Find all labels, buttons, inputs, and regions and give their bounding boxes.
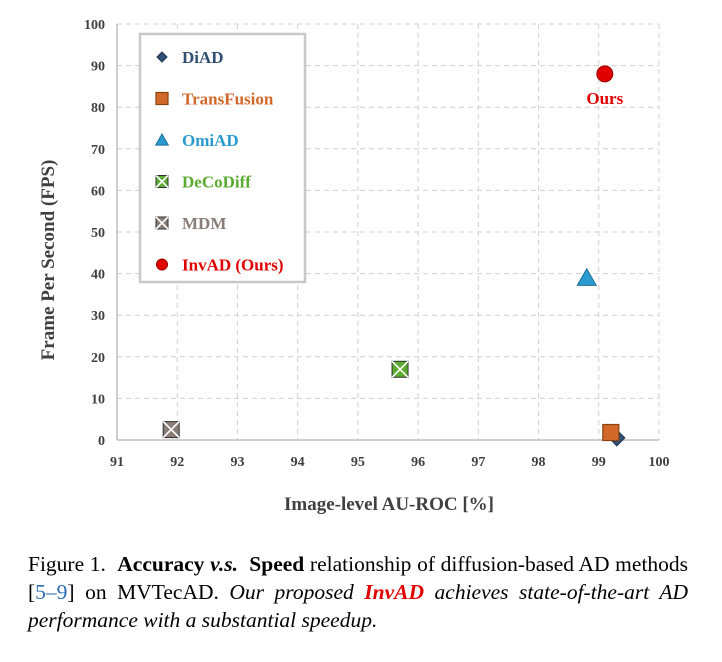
x-axis-title: Image-level AU-ROC [%] bbox=[284, 494, 494, 515]
caption-italic-1: Our proposed bbox=[229, 580, 365, 604]
legend-omiad-marker bbox=[154, 132, 170, 146]
axes bbox=[116, 24, 659, 441]
data-points bbox=[162, 65, 626, 447]
legend: DiAD TransFusion OmiAD DeCoDiff MDM InvAD (Ou… bbox=[138, 32, 307, 284]
point-decodiff-cross-b bbox=[391, 360, 409, 378]
x-tick-label: 100 bbox=[649, 455, 670, 470]
legend-invad-ours-label: InvAD (Ours) bbox=[182, 256, 284, 275]
x-tick-labels: 91 92 93 94 95 96 97 98 99 100 bbox=[110, 455, 670, 470]
legend-transfusion-marker-shape bbox=[155, 91, 169, 106]
legend-diad-label: DiAD bbox=[182, 48, 224, 67]
legend-decodiff-label: DeCoDiff bbox=[182, 173, 251, 192]
legend-omiad-label: OmiAD bbox=[182, 131, 239, 150]
legend-transfusion-label: TransFusion bbox=[182, 90, 274, 109]
y-tick-label: 60 bbox=[91, 184, 105, 199]
legend-invad-ours-marker bbox=[156, 258, 168, 271]
annotations: Ours bbox=[586, 89, 623, 108]
caption-ref-dash: – bbox=[45, 580, 57, 604]
point-mdm bbox=[162, 421, 180, 439]
x-tick-label: 94 bbox=[291, 455, 305, 470]
point-transfusion bbox=[602, 423, 620, 442]
y-tick-labels: 0 10 20 30 40 50 60 70 80 90 100 bbox=[84, 18, 105, 449]
caption-italic-2: achieves state-of-the-art AD performance… bbox=[28, 580, 689, 632]
point-omiad bbox=[576, 267, 598, 286]
x-tick-label: 98 bbox=[532, 455, 546, 470]
y-tick-label: 20 bbox=[91, 351, 105, 366]
legend-diad-marker-shape bbox=[156, 51, 168, 63]
caption-text-2: ] on MVTecAD. bbox=[67, 580, 230, 604]
caption-highlight-invad: InvAD bbox=[364, 580, 425, 604]
point-mdm-cross-b bbox=[162, 421, 180, 439]
y-tick-label: 80 bbox=[91, 101, 105, 116]
y-axis-title: Frame Per Second (FPS) bbox=[38, 160, 59, 361]
legend-mdm-label: MDM bbox=[182, 214, 226, 233]
x-tick-label: 99 bbox=[592, 455, 606, 470]
y-tick-label: 10 bbox=[91, 392, 105, 407]
point-omiad-shape bbox=[576, 267, 598, 286]
x-tick-label: 97 bbox=[471, 455, 485, 470]
annotation-ours: Ours bbox=[586, 89, 623, 108]
legend-omiad-marker-shape bbox=[154, 132, 170, 146]
caption-ref-end[interactable]: 9 bbox=[56, 580, 68, 604]
legend-mdm-marker bbox=[155, 216, 169, 230]
legend-decodiff-marker-cross-b bbox=[155, 174, 169, 189]
x-tick-label: 95 bbox=[351, 455, 365, 470]
legend-transfusion-marker bbox=[155, 91, 169, 106]
legend-invad-ours-marker-shape bbox=[156, 258, 168, 271]
legend-diad-marker bbox=[156, 51, 168, 63]
legend-mdm-marker-cross-b bbox=[155, 216, 169, 230]
y-tick-label: 90 bbox=[91, 60, 105, 75]
point-transfusion-shape bbox=[602, 423, 620, 442]
legend-decodiff-marker bbox=[155, 174, 169, 189]
x-tick-label: 92 bbox=[170, 455, 184, 470]
caption-text-1: relationship of diffusion-based AD metho… bbox=[28, 552, 689, 604]
y-tick-label: 100 bbox=[84, 18, 105, 33]
y-tick-label: 70 bbox=[91, 143, 105, 158]
point-decodiff bbox=[391, 360, 409, 378]
y-tick-label: 0 bbox=[98, 434, 105, 449]
caption-ref-start[interactable]: 5 bbox=[35, 580, 46, 604]
x-tick-label: 91 bbox=[110, 455, 124, 470]
figure-caption: Figure 1. Accuracy v.s. Speed relationsh… bbox=[28, 550, 688, 634]
caption-bold-accuracy: Accuracy bbox=[117, 552, 205, 576]
y-tick-label: 30 bbox=[91, 309, 105, 324]
y-tick-label: 40 bbox=[91, 268, 105, 283]
x-tick-label: 96 bbox=[411, 455, 425, 470]
x-tick-label: 93 bbox=[230, 455, 244, 470]
legend-box bbox=[138, 32, 307, 284]
caption-vs: v.s. bbox=[210, 552, 238, 576]
caption-prefix: Figure 1. bbox=[28, 552, 106, 576]
caption-bold-speed: Speed bbox=[249, 552, 305, 576]
point-invad-ours-shape bbox=[596, 65, 614, 83]
y-tick-label: 50 bbox=[91, 226, 105, 241]
point-invad-ours bbox=[596, 65, 614, 83]
